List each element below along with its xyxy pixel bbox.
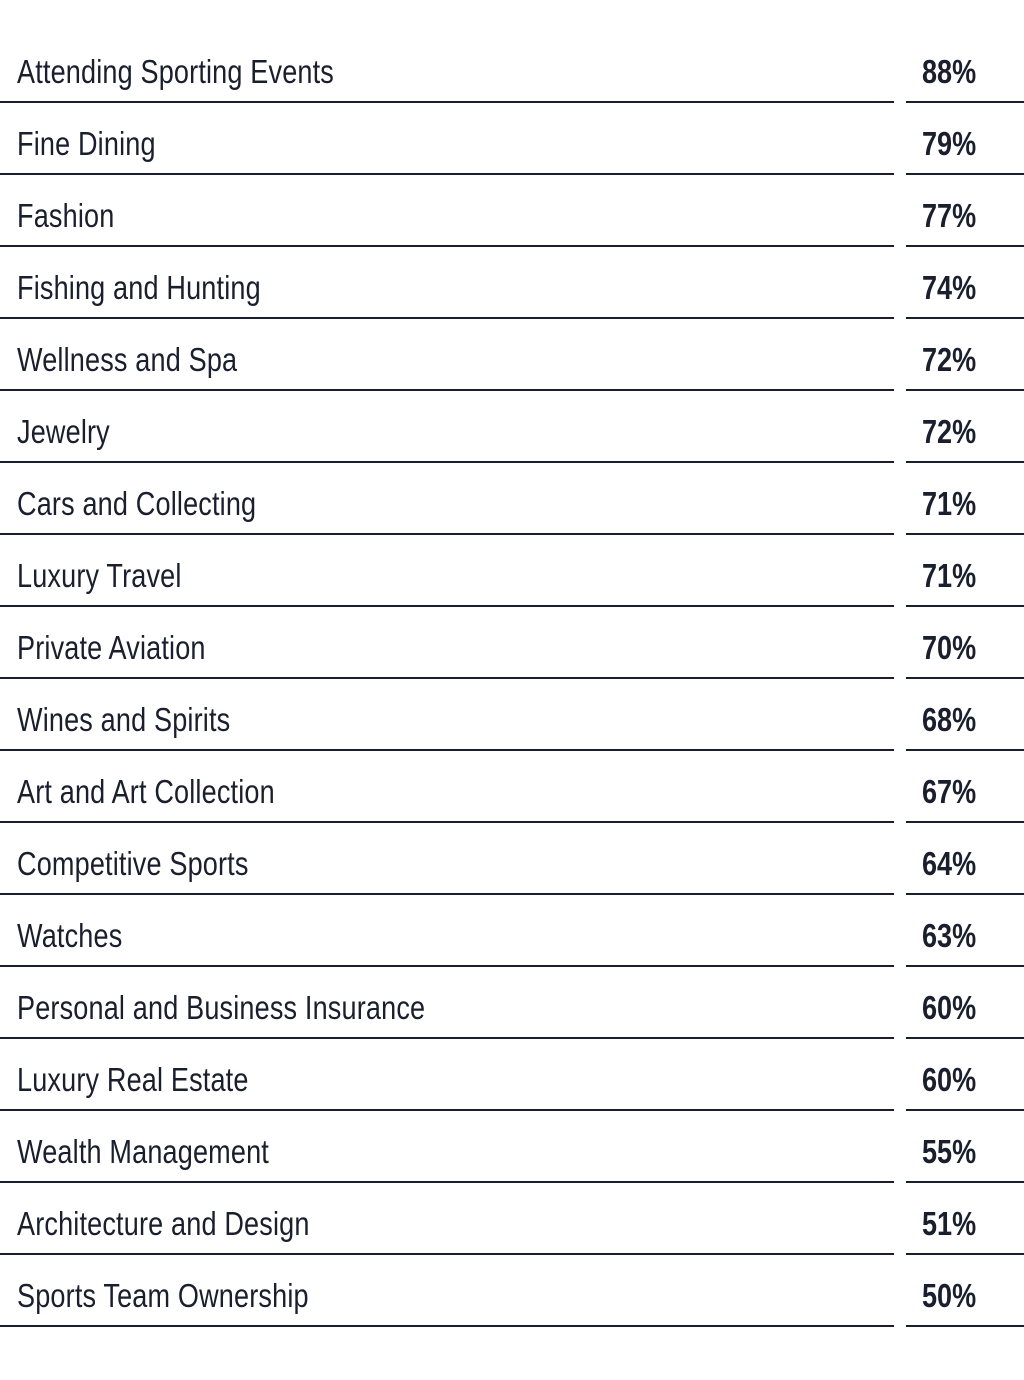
- row-value: 50%: [922, 1277, 977, 1314]
- row-divider-right: [906, 389, 1024, 391]
- row-label: Luxury Real Estate: [17, 1061, 249, 1098]
- row-divider-left: [0, 1253, 894, 1255]
- table-row: Luxury Real Estate 60%: [0, 1039, 1024, 1111]
- row-value: 72%: [922, 413, 977, 450]
- row-divider-right: [906, 605, 1024, 607]
- row-divider-left: [0, 605, 894, 607]
- row-divider-right: [906, 821, 1024, 823]
- row-divider-left: [0, 533, 894, 535]
- row-value: 51%: [922, 1205, 977, 1242]
- table-row: Watches 63%: [0, 895, 1024, 967]
- row-label: Wealth Management: [17, 1133, 269, 1170]
- table-row: Wines and Spirits 68%: [0, 679, 1024, 751]
- row-divider-right: [906, 749, 1024, 751]
- row-divider-right: [906, 965, 1024, 967]
- row-divider-left: [0, 821, 894, 823]
- row-divider-right: [906, 245, 1024, 247]
- row-label: Competitive Sports: [17, 845, 249, 882]
- table-row: Personal and Business Insurance 60%: [0, 967, 1024, 1039]
- row-divider-left: [0, 677, 894, 679]
- row-label: Architecture and Design: [17, 1205, 310, 1242]
- row-value: 55%: [922, 1133, 977, 1170]
- row-value: 79%: [922, 125, 977, 162]
- row-label: Jewelry: [17, 413, 110, 450]
- row-value: 77%: [922, 197, 977, 234]
- row-divider-right: [906, 533, 1024, 535]
- row-label: Fine Dining: [17, 125, 156, 162]
- row-label: Art and Art Collection: [17, 773, 275, 810]
- table-row: Fashion 77%: [0, 175, 1024, 247]
- row-divider-right: [906, 893, 1024, 895]
- row-divider-left: [0, 173, 894, 175]
- row-divider-left: [0, 893, 894, 895]
- row-value: 68%: [922, 701, 977, 738]
- row-divider-left: [0, 1325, 894, 1327]
- row-value: 60%: [922, 989, 977, 1026]
- row-divider-right: [906, 461, 1024, 463]
- row-value: 71%: [922, 485, 977, 522]
- row-label: Private Aviation: [17, 629, 206, 666]
- row-label: Luxury Travel: [17, 557, 182, 594]
- table-row: Art and Art Collection 67%: [0, 751, 1024, 823]
- row-value: 74%: [922, 269, 977, 306]
- row-label: Cars and Collecting: [17, 485, 257, 522]
- row-value: 67%: [922, 773, 977, 810]
- interest-table: Attending Sporting Events 88% Fine Dinin…: [0, 31, 1024, 1327]
- table-row: Sports Team Ownership 50%: [0, 1255, 1024, 1327]
- row-value: 88%: [922, 53, 977, 90]
- row-value: 71%: [922, 557, 977, 594]
- row-divider-left: [0, 101, 894, 103]
- row-divider-left: [0, 1181, 894, 1183]
- row-label: Fashion: [17, 197, 115, 234]
- row-divider-right: [906, 1037, 1024, 1039]
- table-row: Jewelry 72%: [0, 391, 1024, 463]
- row-divider-left: [0, 389, 894, 391]
- row-label: Watches: [17, 917, 123, 954]
- row-divider-right: [906, 1181, 1024, 1183]
- row-divider-left: [0, 1109, 894, 1111]
- table-row: Attending Sporting Events 88%: [0, 31, 1024, 103]
- row-divider-left: [0, 245, 894, 247]
- table-row: Private Aviation 70%: [0, 607, 1024, 679]
- row-divider-left: [0, 317, 894, 319]
- row-value: 70%: [922, 629, 977, 666]
- table-row: Cars and Collecting 71%: [0, 463, 1024, 535]
- table-row: Wellness and Spa 72%: [0, 319, 1024, 391]
- row-label: Wines and Spirits: [17, 701, 231, 738]
- row-label: Fishing and Hunting: [17, 269, 261, 306]
- table-row: Competitive Sports 64%: [0, 823, 1024, 895]
- table-row: Luxury Travel 71%: [0, 535, 1024, 607]
- table-row: Architecture and Design 51%: [0, 1183, 1024, 1255]
- row-divider-right: [906, 677, 1024, 679]
- row-divider-right: [906, 173, 1024, 175]
- table-row: Fishing and Hunting 74%: [0, 247, 1024, 319]
- row-value: 72%: [922, 341, 977, 378]
- row-label: Sports Team Ownership: [17, 1277, 309, 1314]
- row-label: Personal and Business Insurance: [17, 989, 426, 1026]
- row-divider-right: [906, 317, 1024, 319]
- row-divider-left: [0, 1037, 894, 1039]
- table-row: Fine Dining 79%: [0, 103, 1024, 175]
- row-divider-right: [906, 1325, 1024, 1327]
- row-label: Wellness and Spa: [17, 341, 238, 378]
- row-value: 64%: [922, 845, 977, 882]
- table-row: Wealth Management 55%: [0, 1111, 1024, 1183]
- row-divider-right: [906, 1109, 1024, 1111]
- row-value: 60%: [922, 1061, 977, 1098]
- row-divider-right: [906, 101, 1024, 103]
- row-divider-left: [0, 461, 894, 463]
- row-value: 63%: [922, 917, 977, 954]
- row-label: Attending Sporting Events: [17, 53, 335, 90]
- row-divider-left: [0, 965, 894, 967]
- row-divider-right: [906, 1253, 1024, 1255]
- row-divider-left: [0, 749, 894, 751]
